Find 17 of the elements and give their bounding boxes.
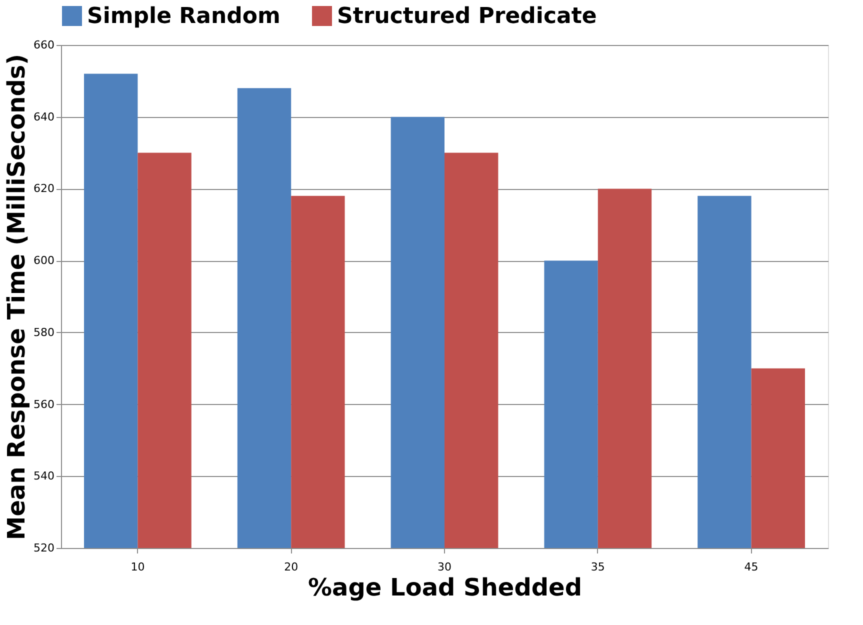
y-tick-label: 600 — [34, 254, 54, 268]
y-tick-label: 580 — [34, 326, 54, 339]
legend-label: Simple Random — [87, 4, 280, 29]
x-tick-label: 20 — [284, 560, 298, 574]
y-axis-title: Mean Response Time (MilliSeconds) — [2, 54, 31, 540]
x-tick-label: 30 — [438, 560, 452, 574]
legend-label: Structured Predicate — [337, 4, 597, 29]
x-tick-label: 45 — [744, 560, 758, 574]
y-tick-label: 660 — [34, 38, 54, 52]
y-tick-label: 620 — [34, 182, 54, 196]
x-tick-label: 35 — [590, 560, 605, 574]
y-tick-label: 520 — [34, 542, 54, 554]
x-axis-title: %age Load Shedded — [308, 574, 582, 602]
y-tick-label: 640 — [34, 110, 54, 124]
x-tick-label: 10 — [130, 560, 145, 574]
y-tick-label: 560 — [34, 398, 54, 411]
y-tick-label: 540 — [34, 470, 54, 483]
